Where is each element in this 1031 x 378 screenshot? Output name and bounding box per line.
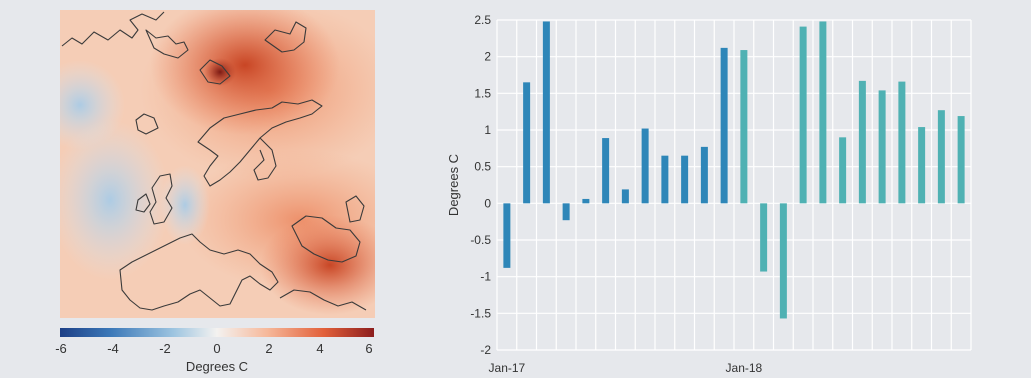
cold-region-uk (160, 165, 210, 245)
bar-nov-18 (937, 110, 945, 204)
bar-nov-17 (700, 146, 708, 204)
bar-oct-17 (681, 155, 689, 204)
y-tick-label: 0 (484, 196, 491, 210)
bar-may-17 (582, 198, 590, 204)
coastline-black-sea (291, 215, 361, 263)
colorbar-tick: -2 (159, 341, 171, 356)
bar-jun-18 (839, 137, 847, 204)
colorbar-label: Degrees C (185, 359, 249, 374)
bar-sep-17 (661, 155, 669, 204)
anomaly-hotspot (204, 58, 236, 86)
bar-sep-18 (898, 81, 906, 204)
y-tick-label: 0.5 (474, 160, 491, 174)
hot-region-black-sea (260, 215, 375, 315)
bar-aug-18 (878, 90, 886, 204)
bar-chart: 2.5 2 1.5 1 0.5 0 -0.5 -1 -1.5 -2 Jan-17 Jan-18 Degr… (446, 13, 972, 375)
cold-region-atlantic (60, 120, 170, 280)
bar-feb-18 (760, 203, 768, 272)
bar-dec-18 (957, 116, 965, 204)
bar-jul-17 (621, 189, 629, 204)
coastline-great-britain (149, 173, 173, 225)
coastline-iceland (135, 113, 159, 135)
colorbar-tick: 2 (265, 341, 273, 356)
bar-jun-17 (602, 138, 610, 204)
bar-mar-17 (542, 21, 550, 204)
y-tick-label: 1 (484, 123, 491, 137)
colorbar-tick: 6 (365, 341, 373, 356)
y-tick-label: 2.5 (474, 13, 491, 27)
colorbar-tick: 4 (316, 341, 324, 356)
coastline-western-europe (119, 233, 279, 311)
colorbar-tick: -6 (55, 341, 67, 356)
bar-jan-17 (503, 203, 511, 268)
y-tick-label: -0.5 (470, 233, 491, 247)
coastline-scandinavia (197, 99, 323, 187)
y-axis-title: Degrees C (446, 154, 461, 216)
coastline-caspian (345, 195, 365, 223)
x-tick-label: Jan-18 (726, 361, 763, 375)
bar-mar-18 (779, 203, 787, 319)
coastlines (61, 11, 367, 311)
bar-oct-18 (918, 127, 926, 204)
bar-dec-17 (720, 47, 728, 204)
colorbar-tick: 0 (213, 341, 221, 356)
bar-jan-18 (740, 50, 748, 204)
y-tick-label: -2 (480, 343, 491, 357)
coastline-novaya (264, 21, 307, 53)
coastline-svalbard (145, 29, 189, 59)
coastline-island (199, 59, 231, 85)
coastline-mediterranean-east (279, 289, 367, 311)
y-tick-label: -1 (480, 270, 491, 284)
bar-aug-17 (641, 128, 649, 204)
europe-map (60, 10, 375, 318)
temperature-anomaly-map (60, 10, 375, 318)
colorbar (60, 328, 374, 337)
bar-jul-18 (858, 80, 866, 204)
coastline-baltic (253, 137, 277, 181)
colorbar-tick: -4 (107, 341, 119, 356)
coastline-ireland (135, 193, 151, 213)
colorbar-gradient (60, 328, 374, 337)
y-tick-label: -1.5 (470, 306, 491, 320)
bar-feb-17 (523, 82, 531, 204)
y-tick-label: 1.5 (474, 86, 491, 100)
y-tick-label: 2 (484, 50, 491, 64)
bar-apr-18 (799, 26, 807, 204)
coastline-greenland (61, 11, 165, 47)
bar-may-18 (819, 21, 827, 204)
bar-apr-17 (562, 203, 570, 221)
x-tick-label: Jan-17 (489, 361, 526, 375)
